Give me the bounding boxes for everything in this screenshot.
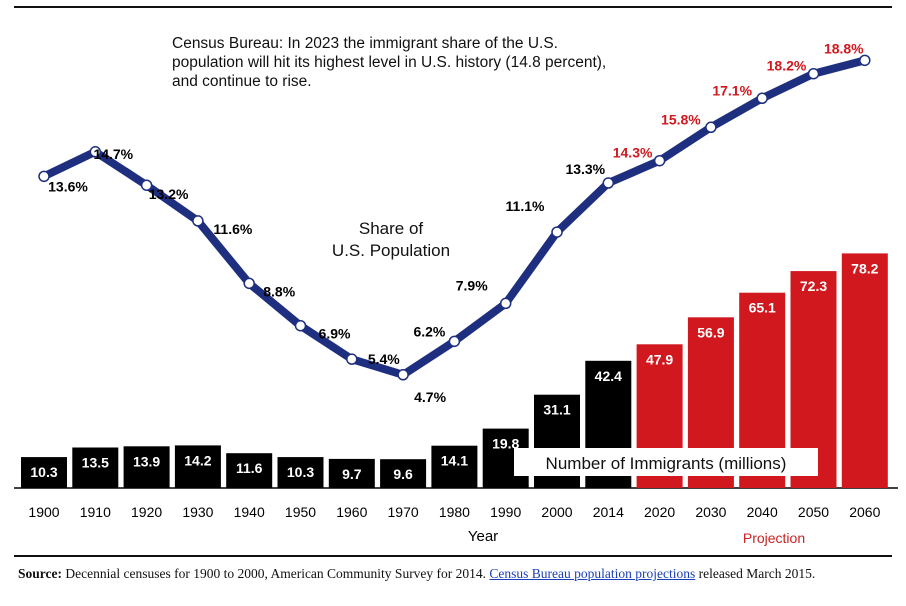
- share-point-1930: [192, 215, 204, 227]
- bars-group: [21, 253, 888, 488]
- share-point-1900: [38, 170, 50, 183]
- x-tick-1900: 1900: [28, 504, 59, 520]
- x-axis-title: Year: [468, 528, 498, 545]
- share-series-name-line-2: U.S. Population: [332, 241, 450, 260]
- census-annotation: Census Bureau: In 2023 the immigrant sha…: [172, 35, 607, 90]
- bar-value-label-2050: 72.3: [800, 278, 827, 294]
- x-tick-labels-group: 1900 1910 1920 1930 1940 1950 1960 1970 1980 1990…: [28, 504, 880, 520]
- bar-2060: [841, 253, 888, 488]
- share-point-2014: [602, 177, 615, 189]
- share-point-1910: [89, 146, 102, 158]
- x-tick-2040: 2040: [747, 504, 778, 520]
- bar-value-label-1930: 14.2: [184, 452, 211, 468]
- share-point-2050: [807, 67, 820, 80]
- share-point-2020: [653, 154, 666, 167]
- share-label-1950: 6.9%: [319, 326, 351, 342]
- share-label-2050: 18.2%: [767, 58, 807, 74]
- share-label-1910: 14.7%: [93, 146, 133, 162]
- bar-value-label-2030: 56.9: [697, 324, 724, 340]
- bar-1980: [431, 445, 478, 488]
- share-point-1920: [140, 179, 153, 191]
- x-tick-2050: 2050: [798, 504, 829, 520]
- bar-1940: [226, 453, 273, 488]
- share-label-1980: 6.2%: [413, 323, 445, 339]
- x-tick-1990: 1990: [490, 504, 521, 520]
- bar-value-label-2060: 78.2: [851, 260, 878, 276]
- x-tick-2020: 2020: [644, 504, 675, 520]
- top-rule: [14, 6, 892, 8]
- bar-value-label-2020: 47.9: [646, 351, 673, 367]
- bar-value-label-2000: 31.1: [543, 402, 570, 418]
- bar-1900: [21, 457, 67, 488]
- share-label-1920: 13.2%: [149, 186, 189, 202]
- bar-value-label-1980: 14.1: [441, 453, 468, 469]
- source-text: Decennial censuses for 1900 to 2000, Ame…: [65, 566, 487, 581]
- bar-value-label-1990: 19.8: [492, 436, 519, 452]
- share-point-1990: [499, 297, 512, 310]
- bar-value-label-2040: 65.1: [749, 300, 776, 316]
- share-label-2040: 17.1%: [712, 82, 752, 98]
- share-label-2014: 13.3%: [565, 161, 605, 177]
- bar-value-label-2014: 42.4: [595, 368, 622, 384]
- share-point-1950: [294, 319, 307, 332]
- bar-value-label-1910: 13.5: [82, 455, 109, 471]
- share-point-2030: [705, 121, 717, 134]
- bar-value-label-1920: 13.9: [133, 453, 160, 469]
- share-label-2000: 11.1%: [506, 198, 545, 214]
- share-point-1970: [397, 369, 409, 381]
- source-text-after: released March 2015.: [698, 566, 816, 581]
- x-tick-1950: 1950: [285, 504, 316, 520]
- share-point-2060: [859, 54, 871, 67]
- share-point-2040: [756, 92, 768, 105]
- share-label-1900: 13.6%: [48, 178, 88, 194]
- bar-1930: [174, 445, 221, 488]
- source-label: Source:: [18, 566, 62, 581]
- x-tick-2060: 2060: [849, 504, 880, 520]
- share-point-1940: [243, 277, 255, 290]
- share-label-2020: 14.3%: [613, 145, 653, 161]
- share-point-1980: [448, 335, 461, 348]
- share-label-1940: 8.8%: [263, 283, 295, 299]
- bar-series-name-box: [514, 448, 818, 476]
- immigration-chart: 10.3 13.5 13.9 14.2 11.6 10.3 9.7 9.6 14.1 19.8 31…: [14, 40, 898, 546]
- share-label-2060: 18.8%: [824, 40, 864, 56]
- bar-1910: [72, 447, 119, 488]
- x-tick-1930: 1930: [182, 504, 213, 520]
- bar-labels-group: 10.3 13.5 13.9 14.2 11.6 10.3 9.7 9.6 14.1 19.8 31…: [30, 260, 878, 482]
- x-tick-2000: 2000: [541, 504, 572, 520]
- x-tick-1970: 1970: [388, 504, 419, 520]
- chart-text-group: 13.6% 14.7% 13.2% 11.6% 8.8% 6.9% 5.4% 4.7% 6.2%…: [48, 40, 864, 546]
- x-tick-1910: 1910: [80, 504, 111, 520]
- bar-1970: [380, 459, 427, 488]
- share-label-2030: 15.8%: [661, 111, 701, 127]
- bar-value-label-1940: 11.6: [236, 460, 263, 476]
- source-note: Source: Decennial censuses for 1900 to 2…: [18, 565, 898, 582]
- share-label-1970: 4.7%: [414, 389, 446, 405]
- x-tick-1960: 1960: [336, 504, 367, 520]
- share-series-name-line-1: Share of: [359, 219, 424, 238]
- bar-1950: [277, 457, 324, 488]
- share-point-1960: [346, 353, 358, 365]
- x-tick-2030: 2030: [695, 504, 726, 520]
- bar-1960: [328, 458, 375, 488]
- share-point-2000: [551, 226, 563, 238]
- share-label-1930: 11.6%: [213, 221, 252, 237]
- x-tick-1980: 1980: [439, 504, 470, 520]
- share-label-1960: 5.4%: [368, 351, 400, 367]
- projection-label: Projection: [743, 530, 805, 546]
- share-line-group: [38, 54, 871, 381]
- bar-value-label-1900: 10.3: [30, 464, 57, 480]
- bar-1920: [123, 446, 170, 488]
- bar-value-label-1970: 9.6: [393, 466, 413, 482]
- projections-link[interactable]: Census Bureau population projections: [489, 566, 696, 581]
- bar-series-name: Number of Immigrants (millions): [546, 454, 787, 473]
- share-label-1990: 7.9%: [456, 277, 488, 293]
- bar-value-label-1950: 10.3: [287, 464, 314, 480]
- bottom-rule: [14, 555, 892, 557]
- x-tick-1920: 1920: [131, 504, 162, 520]
- x-tick-2014: 2014: [593, 504, 624, 520]
- x-tick-1940: 1940: [234, 504, 265, 520]
- bar-value-label-1960: 9.7: [342, 466, 362, 482]
